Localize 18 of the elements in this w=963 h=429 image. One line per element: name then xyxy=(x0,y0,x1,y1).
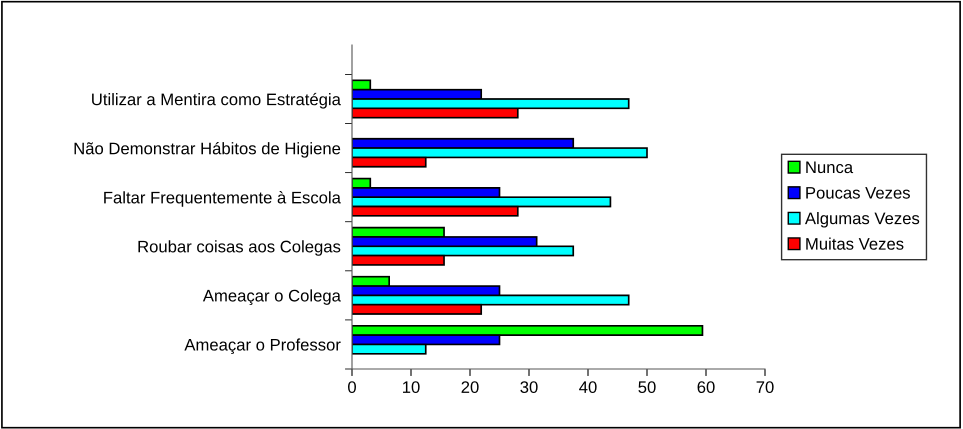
x-tick-label: 50 xyxy=(638,381,656,394)
x-tick-label: 60 xyxy=(698,381,715,394)
legend-label: Nunca xyxy=(806,162,854,174)
x-tick-label: 20 xyxy=(462,381,479,394)
x-tick-label: 0 xyxy=(348,381,356,394)
x-tick-label: 30 xyxy=(520,381,538,394)
y-tick-label: Ameaçar o Colega xyxy=(202,289,341,305)
y-tick-label: Utilizar a Mentira como Estratégia xyxy=(92,92,341,109)
legend-label: Poucas Vezes xyxy=(806,187,910,199)
x-tick-label: 40 xyxy=(579,381,597,394)
y-tick-label: Ameaçar o Professor xyxy=(184,338,341,354)
legend-label: Muitas Vezes xyxy=(806,238,904,250)
y-tick-label: Não Demonstrar Hábitos de Higiene xyxy=(74,142,340,158)
y-tick-label: Faltar Frequentemente à Escola xyxy=(104,191,341,207)
x-tick-label: 10 xyxy=(403,381,420,394)
y-tick-label: Roubar coisas aos Colegas xyxy=(138,240,340,256)
x-tick-label: 70 xyxy=(756,381,774,394)
legend-label: Algumas Vezes xyxy=(804,212,920,228)
